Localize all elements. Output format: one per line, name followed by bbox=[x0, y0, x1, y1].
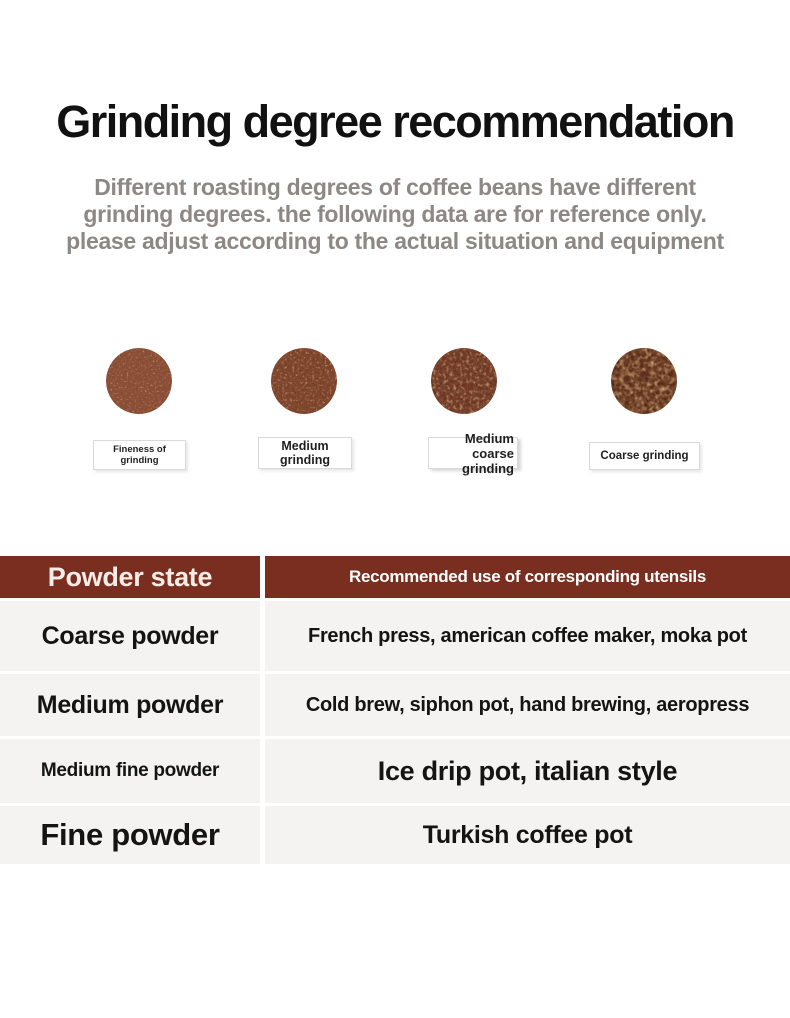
table-cell-utensils: Cold brew, siphon pot, hand brewing, aer… bbox=[265, 674, 790, 736]
grind-label-line: Medium bbox=[281, 439, 329, 453]
grind-label-medium-coarse: Medium coarse grinding bbox=[428, 431, 518, 476]
grind-label-line: grinding bbox=[120, 455, 159, 466]
table-cell-utensils: Turkish coffee pot bbox=[265, 806, 790, 864]
grind-label-line: grinding bbox=[280, 453, 330, 467]
grind-label-fine: Fineness of grinding bbox=[93, 440, 186, 470]
table-cell-state: Coarse powder bbox=[0, 601, 260, 671]
table-cell-state: Medium fine powder bbox=[0, 739, 260, 803]
table-cell-utensils: French press, american coffee maker, mok… bbox=[265, 601, 790, 671]
table-header-utensils: Recommended use of corresponding utensil… bbox=[265, 556, 790, 598]
grind-samples-row: Fineness of grinding bbox=[0, 330, 790, 480]
page-subtitle: Different roasting degrees of coffee bea… bbox=[0, 174, 790, 255]
powder-utensils-table: Powder state Recommended use of correspo… bbox=[0, 556, 790, 864]
grind-label-line: Medium coarse bbox=[464, 430, 514, 461]
page-title: Grinding degree recommendation bbox=[56, 96, 735, 147]
grind-label-line: Coarse grinding bbox=[600, 449, 689, 462]
coffee-grounds-coarse-image bbox=[611, 348, 677, 414]
coffee-grounds-medium-image bbox=[271, 348, 337, 414]
subtitle-line: grinding degrees. the following data are… bbox=[83, 201, 707, 227]
grind-label-line: Fineness of bbox=[113, 444, 166, 455]
table-cell-state: Fine powder bbox=[0, 806, 260, 864]
table-cell-utensils: Ice drip pot, italian style bbox=[265, 739, 790, 803]
coffee-grounds-fine-image bbox=[106, 348, 172, 414]
grind-label-line: grinding bbox=[462, 460, 514, 476]
grind-label-medium: Medium grinding bbox=[258, 437, 352, 469]
table-cell-state: Medium powder bbox=[0, 674, 260, 736]
coffee-grounds-medium-coarse-image bbox=[431, 348, 497, 414]
subtitle-line: Different roasting degrees of coffee bea… bbox=[94, 174, 696, 200]
table-header-powder-state: Powder state bbox=[0, 556, 260, 598]
grinding-infographic: Grinding degree recommendation Different… bbox=[0, 96, 790, 864]
grind-label-coarse: Coarse grinding bbox=[589, 442, 700, 470]
subtitle-line: please adjust according to the actual si… bbox=[66, 228, 724, 254]
